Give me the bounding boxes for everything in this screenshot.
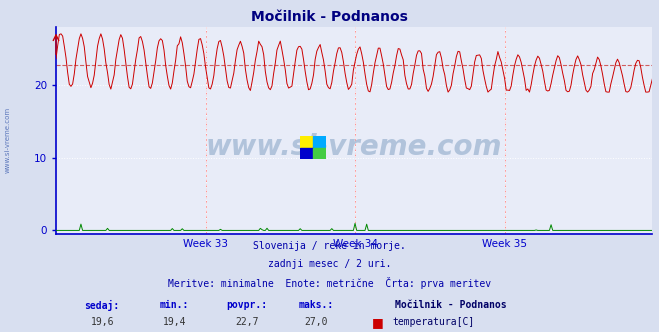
Text: maks.:: maks.: <box>299 300 334 310</box>
Text: 27,0: 27,0 <box>304 317 328 327</box>
Text: Močilnik - Podnanos: Močilnik - Podnanos <box>251 10 408 24</box>
Text: zadnji mesec / 2 uri.: zadnji mesec / 2 uri. <box>268 259 391 269</box>
Text: min.:: min.: <box>160 300 189 310</box>
Text: 19,6: 19,6 <box>90 317 114 327</box>
Text: Močilnik - Podnanos: Močilnik - Podnanos <box>395 300 507 310</box>
Bar <box>300 148 313 159</box>
Text: povpr.:: povpr.: <box>227 300 268 310</box>
Text: sedaj:: sedaj: <box>84 300 120 311</box>
Bar <box>313 148 326 159</box>
Text: www.si-vreme.com: www.si-vreme.com <box>5 106 11 173</box>
Text: Meritve: minimalne  Enote: metrične  Črta: prva meritev: Meritve: minimalne Enote: metrične Črta:… <box>168 277 491 289</box>
Bar <box>313 136 326 148</box>
Text: 19,4: 19,4 <box>163 317 186 327</box>
Bar <box>300 136 313 148</box>
Text: ■: ■ <box>372 316 384 329</box>
Text: temperatura[C]: temperatura[C] <box>392 317 474 327</box>
Text: Slovenija / reke in morje.: Slovenija / reke in morje. <box>253 241 406 251</box>
Text: www.si-vreme.com: www.si-vreme.com <box>206 133 502 161</box>
Text: 22,7: 22,7 <box>235 317 259 327</box>
